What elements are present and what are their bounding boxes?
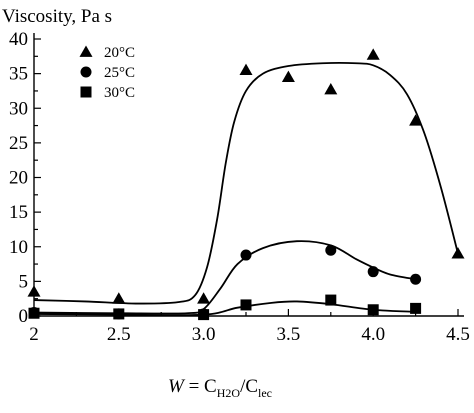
- legend-label-1: 20°C: [104, 45, 135, 61]
- point-series-3: [410, 302, 422, 314]
- axes: [33, 33, 464, 317]
- fit-curves: [33, 62, 459, 317]
- point-series-1: [324, 83, 338, 95]
- x-tick-label: 4.0: [361, 324, 385, 345]
- legend-marker-3: [80, 86, 92, 98]
- point-series-1: [451, 247, 465, 259]
- x-axis-label-sub2: lec: [258, 386, 272, 400]
- point-series-3: [28, 307, 40, 319]
- y-tick-label: 40: [9, 29, 28, 50]
- x-axis-label-eq: = C: [184, 376, 217, 397]
- legend-label-2: 25°C: [104, 65, 135, 81]
- x-tick-label: 3.0: [192, 324, 216, 345]
- curve-series-2: [33, 240, 416, 315]
- y-tick-label: 35: [9, 64, 28, 85]
- legend: 20°C 25°C 30°C: [79, 45, 135, 101]
- point-series-1: [239, 63, 253, 76]
- point-series-3: [240, 299, 252, 311]
- y-tick-label: 30: [9, 98, 28, 119]
- curve-series-3: [33, 300, 416, 317]
- x-tick-label: 3.5: [277, 324, 301, 345]
- point-series-2: [325, 244, 337, 256]
- y-tick-label: 15: [9, 202, 28, 223]
- point-series-3: [367, 304, 379, 316]
- point-series-1: [27, 285, 41, 297]
- point-series-3: [198, 309, 210, 321]
- y-tick-label: 5: [19, 271, 29, 292]
- point-series-3: [325, 294, 337, 306]
- x-axis-label-slash: /C: [240, 376, 258, 397]
- x-tick-label: 4.5: [446, 324, 470, 345]
- point-series-1: [197, 292, 211, 304]
- point-series-1: [366, 48, 380, 60]
- y-tick-label: 20: [9, 168, 28, 189]
- curve-series-1: [33, 62, 459, 305]
- point-series-2: [240, 249, 252, 261]
- point-series-2: [410, 273, 422, 285]
- data-markers: [27, 48, 465, 321]
- point-series-1: [409, 114, 423, 126]
- point-series-2: [367, 266, 379, 278]
- x-axis-label: W = CH2O/Clec: [168, 376, 272, 400]
- y-axis-label: Viscosity, Pa s: [2, 6, 112, 27]
- y-tick-label: 25: [9, 133, 28, 154]
- legend-label-3: 30°C: [104, 85, 135, 101]
- x-tick-label: 2.5: [107, 324, 131, 345]
- point-series-1: [281, 70, 295, 82]
- y-tick-label: 0: [19, 306, 29, 327]
- x-axis-label-sub1: H2O: [217, 386, 241, 400]
- ticks: 0 5 10 15 20 25 30 35 40 2 2.5 3.0 3.5 4.0 4.5: [9, 29, 470, 345]
- x-tick-label: 2: [29, 324, 39, 345]
- legend-marker-2: [80, 66, 92, 78]
- point-series-3: [113, 308, 125, 320]
- y-tick-label: 10: [9, 237, 28, 258]
- x-axis-label-var: W: [168, 376, 186, 397]
- point-series-1: [112, 292, 126, 304]
- legend-marker-1: [79, 45, 93, 57]
